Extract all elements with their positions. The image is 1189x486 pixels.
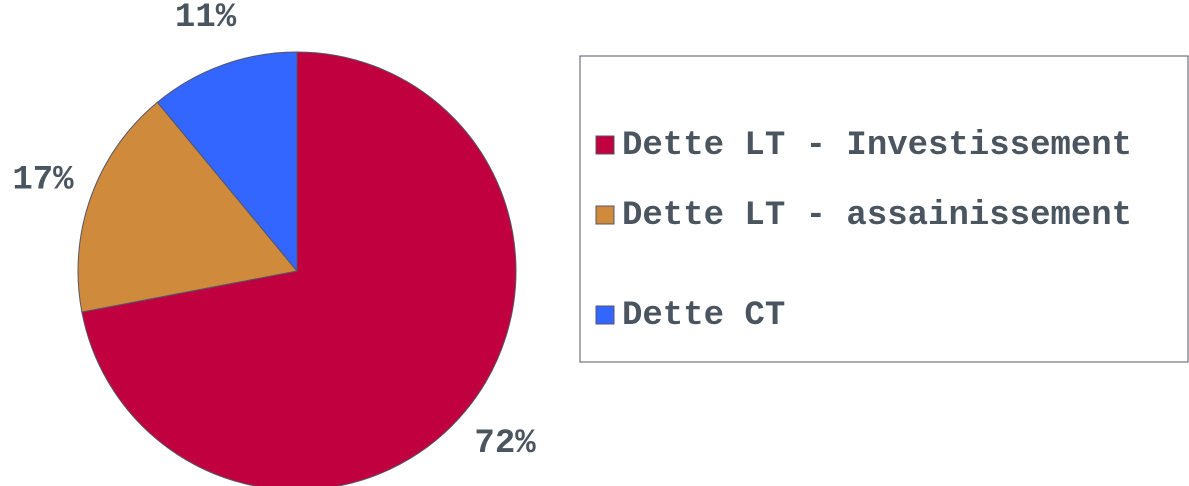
legend-swatch	[595, 135, 615, 155]
value-label: 72%	[474, 425, 536, 463]
pie-slice	[77, 101, 298, 313]
legend-box	[579, 55, 1189, 363]
legend-swatch	[595, 305, 615, 325]
legend-label: Dette CT	[622, 297, 785, 335]
value-label: 17%	[12, 162, 74, 200]
legend-swatch	[595, 205, 615, 225]
pie-slice	[81, 51, 517, 486]
legend-label: Dette LT - assainissement	[622, 197, 1132, 235]
pie-slice	[156, 51, 298, 273]
value-label: 11%	[175, 0, 237, 37]
legend-label: Dette LT - Investissement	[622, 127, 1132, 165]
